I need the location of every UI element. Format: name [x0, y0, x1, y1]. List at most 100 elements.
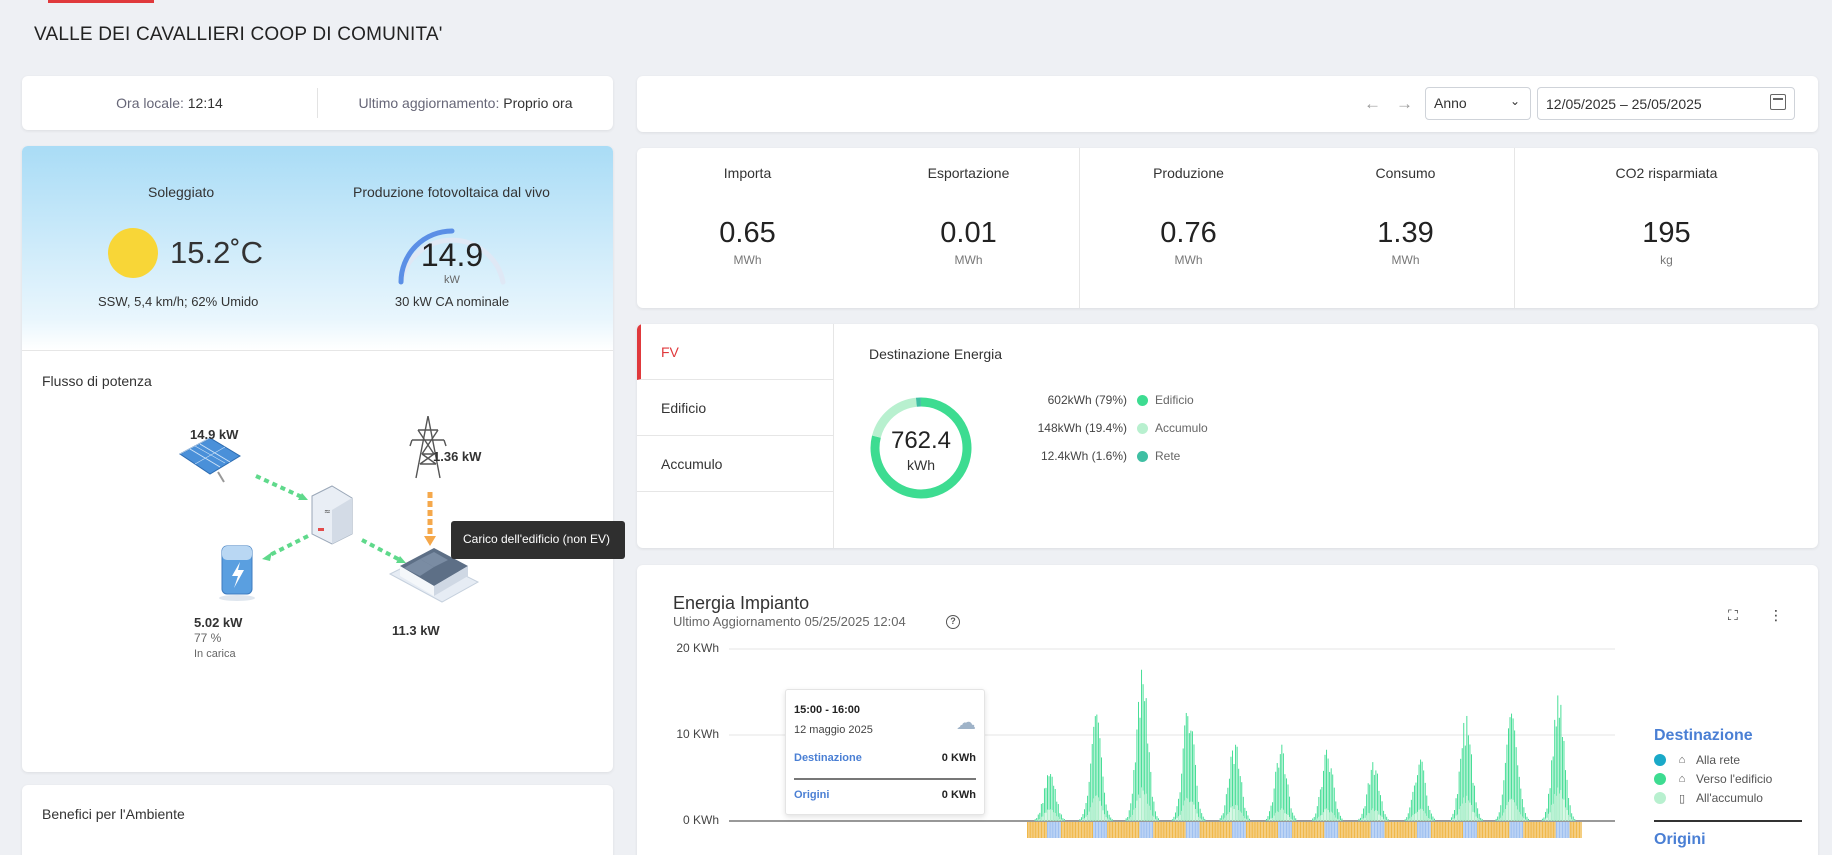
- origin-bar: [1370, 822, 1373, 838]
- tooltip-time: 15:00 - 16:00: [794, 704, 861, 716]
- legend-item-storage[interactable]: ▯ All'accumulo: [1654, 791, 1763, 805]
- origin-bar: [1212, 822, 1214, 838]
- bar-building: [1477, 808, 1479, 821]
- divider: [1654, 820, 1802, 822]
- kpi-value: 0.65: [719, 217, 776, 249]
- origin-bar: [1236, 822, 1238, 838]
- bar-storage: [1338, 819, 1340, 821]
- bar-storage: [1469, 802, 1471, 821]
- fullscreen-icon[interactable]: ⛶: [1728, 607, 1738, 623]
- origin-bar: [1449, 822, 1451, 838]
- bar-building: [1466, 715, 1468, 821]
- bar-storage: [1555, 795, 1557, 821]
- legend-name: Edificio: [1155, 393, 1194, 407]
- bar-storage: [1099, 801, 1101, 821]
- bar-building: [1287, 784, 1289, 821]
- tab-edificio[interactable]: Edificio: [637, 380, 833, 436]
- period-select[interactable]: Anno ⌄: [1425, 87, 1531, 120]
- bar-building: [1053, 785, 1055, 821]
- bar-storage: [1084, 818, 1085, 821]
- arrow-left-icon[interactable]: ←: [1364, 94, 1381, 113]
- help-icon[interactable]: ?: [946, 615, 960, 629]
- bar-building: [1373, 774, 1375, 821]
- bar-storage: [1060, 819, 1062, 821]
- bar-building: [1430, 813, 1432, 821]
- origin-bar: [1438, 822, 1440, 838]
- origin-bar: [1110, 822, 1112, 838]
- bar-building: [1125, 818, 1127, 821]
- bar-building: [1478, 813, 1480, 821]
- bar-storage: [1512, 799, 1514, 821]
- bar-storage: [1247, 819, 1249, 821]
- bar-storage: [1088, 811, 1090, 821]
- bar-building: [1565, 770, 1566, 821]
- origin-bar: [1568, 822, 1570, 838]
- arrow-right-icon[interactable]: →: [1396, 94, 1413, 113]
- bar-storage: [1571, 818, 1573, 821]
- bar-storage: [1145, 793, 1147, 821]
- tooltip-dest-label: Destinazione: [794, 752, 862, 764]
- origin-bar: [1561, 822, 1564, 838]
- origin-bar: [1403, 822, 1405, 838]
- origin-bar: [1104, 822, 1106, 838]
- bar-building: [1404, 819, 1406, 821]
- bar-building: [1358, 818, 1360, 821]
- bar-building: [1091, 743, 1093, 821]
- origin-bar: [1162, 822, 1164, 838]
- bar-building: [1224, 805, 1226, 821]
- origin-bar: [1202, 822, 1204, 838]
- bar-storage: [1188, 802, 1190, 821]
- bar-storage: [1360, 820, 1361, 821]
- origin-bar: [1079, 822, 1081, 838]
- bar-building: [1543, 817, 1545, 821]
- origin-bar: [1326, 822, 1328, 838]
- bar-storage: [1560, 790, 1562, 821]
- origin-bar: [1199, 822, 1201, 838]
- chevron-down-icon: ⌄: [1509, 94, 1520, 108]
- more-menu-icon[interactable]: ⋮: [1769, 607, 1783, 623]
- bar-building: [1175, 812, 1176, 821]
- local-time-label: Ora locale:: [116, 95, 184, 111]
- origin-bar: [1447, 822, 1450, 838]
- origin-bar: [1384, 822, 1386, 838]
- bar-building: [1178, 798, 1180, 821]
- bar-storage: [1364, 817, 1366, 821]
- bar-storage: [1235, 804, 1237, 821]
- origin-bar: [1333, 822, 1336, 838]
- tab-fv[interactable]: FV: [637, 324, 833, 380]
- origin-bar: [1489, 822, 1491, 838]
- origin-bar: [1578, 822, 1581, 838]
- bar-storage: [1039, 818, 1041, 821]
- bar-storage: [1363, 818, 1365, 821]
- weather-panel: Soleggiato 15.2˚C SSW, 5,4 km/h; 62% Umi…: [22, 146, 613, 772]
- bar-storage: [1412, 815, 1414, 821]
- bar-storage: [1054, 812, 1056, 821]
- bar-storage: [1040, 816, 1042, 821]
- origin-bar: [1219, 822, 1221, 838]
- bar-storage: [1036, 820, 1038, 821]
- bar-storage: [1413, 813, 1415, 821]
- sun-icon: [108, 228, 158, 278]
- origin-bar: [1267, 822, 1269, 838]
- legend-item-grid[interactable]: ⌂ Alla rete: [1654, 753, 1740, 767]
- origin-bar: [1108, 822, 1110, 838]
- bar-building: [1128, 810, 1130, 821]
- origin-bar: [1363, 822, 1365, 838]
- date-range-input[interactable]: 12/05/2025 – 25/05/2025: [1537, 87, 1795, 120]
- origin-bar: [1286, 822, 1288, 838]
- kpi-unit: MWh: [1174, 253, 1203, 267]
- bar-building: [1333, 787, 1335, 821]
- legend-item-building[interactable]: ⌂ Verso l'edificio: [1654, 772, 1772, 786]
- origin-bar: [1147, 822, 1149, 838]
- origin-bar: [1036, 822, 1038, 838]
- bar-building: [1324, 754, 1326, 821]
- bar-building: [1235, 744, 1237, 821]
- origin-bar: [1491, 822, 1493, 838]
- calendar-icon[interactable]: [1770, 94, 1786, 110]
- origin-bar: [1244, 822, 1246, 838]
- bar-storage: [1523, 818, 1525, 821]
- origin-bar: [1477, 822, 1479, 838]
- bar-storage: [1096, 795, 1098, 821]
- tab-accumulo[interactable]: Accumulo: [637, 436, 833, 492]
- bar-storage: [1524, 819, 1526, 821]
